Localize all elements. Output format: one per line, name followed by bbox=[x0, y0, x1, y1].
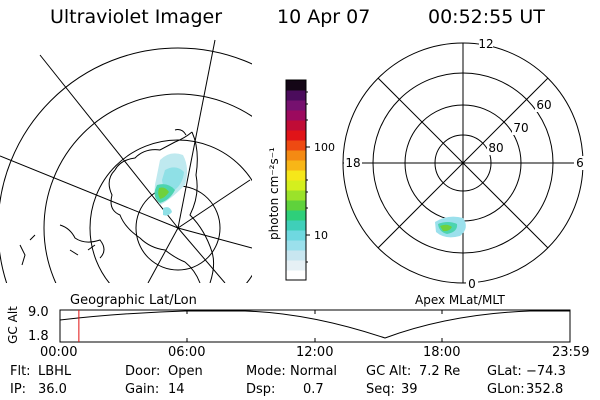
apex-map-label: Apex MLat/MLT bbox=[415, 293, 505, 307]
color-bar bbox=[286, 80, 306, 281]
gc-alt-value: 7.2 Re bbox=[419, 364, 461, 379]
color-bar-segment bbox=[286, 230, 306, 241]
apex-mlt-line bbox=[377, 77, 549, 249]
geo-meridian bbox=[39, 54, 179, 229]
image-date: 10 Apr 07 bbox=[277, 6, 371, 28]
apex-mlt-label-0: 0 bbox=[468, 277, 476, 291]
geo-meridian bbox=[177, 227, 226, 283]
door-value: Open bbox=[168, 364, 203, 379]
glon-value: 352.8 bbox=[526, 382, 564, 397]
color-bar-segment bbox=[286, 240, 306, 251]
geo-meridian bbox=[177, 227, 252, 249]
orbit-x-tick: 06:00 bbox=[168, 345, 206, 360]
geo-aurora-emission bbox=[154, 153, 188, 216]
orbit-x-tick: 00:00 bbox=[40, 345, 78, 360]
glat-value: −74.3 bbox=[526, 364, 566, 379]
glat-label: GLat: bbox=[487, 364, 522, 379]
orbit-y-axis-label: GC Alt bbox=[5, 306, 20, 344]
geo-lat-circle bbox=[43, 93, 252, 283]
color-bar-unit-label: photon cm⁻²s⁻¹ bbox=[267, 147, 281, 240]
geo-lat-circle bbox=[89, 139, 252, 283]
color-bar-ticks bbox=[306, 91, 310, 263]
seq-value: 39 bbox=[401, 382, 418, 397]
color-bar-tick-100: 100 bbox=[314, 141, 335, 154]
seq-label: Seq: bbox=[366, 382, 395, 397]
geo-coastlines bbox=[19, 129, 215, 283]
filter-value: LBHL bbox=[38, 364, 72, 379]
color-bar-segment bbox=[286, 120, 306, 131]
orbit-y-min: 1.8 bbox=[28, 329, 49, 344]
apex-lat-label-70: 70 bbox=[513, 121, 528, 135]
gain-value: 14 bbox=[168, 382, 185, 397]
geo-meridian bbox=[177, 179, 251, 229]
geo-lat-circle bbox=[0, 47, 252, 283]
image-time: 00:52:55 UT bbox=[428, 6, 545, 28]
apex-mlt-label-18: 18 bbox=[345, 156, 360, 170]
color-bar-segment bbox=[286, 250, 306, 261]
geo-meridian bbox=[147, 227, 179, 283]
color-bar-segment bbox=[286, 190, 306, 201]
color-bar-segment bbox=[286, 80, 306, 91]
apex-mlt-label-6: 6 bbox=[576, 156, 584, 170]
color-bar-segment bbox=[286, 140, 306, 151]
gain-label: Gain: bbox=[125, 382, 160, 397]
apex-mlt-label-12: 12 bbox=[478, 37, 493, 51]
color-bar-segment bbox=[286, 170, 306, 181]
app-title: Ultraviolet Imager bbox=[50, 6, 223, 28]
gc-alt-label: GC Alt: bbox=[366, 364, 412, 379]
glon-label: GLon: bbox=[487, 382, 525, 397]
filter-label: Flt: bbox=[10, 364, 31, 379]
apex-lat-label-80: 80 bbox=[488, 141, 503, 155]
color-bar-tick-10: 10 bbox=[314, 229, 328, 242]
mode-label: Mode: bbox=[246, 364, 286, 379]
orbit-x-tick: 23:59 bbox=[552, 345, 590, 360]
apex-lat-label-60: 60 bbox=[536, 98, 551, 112]
color-bar-segment bbox=[286, 160, 306, 171]
color-bar-segment bbox=[286, 210, 306, 221]
geo-meridian bbox=[0, 155, 179, 229]
orbit-y-max: 9.0 bbox=[28, 305, 49, 320]
dsp-value: 0.7 bbox=[303, 382, 324, 397]
orbit-plot-frame bbox=[59, 309, 571, 343]
dsp-label: Dsp: bbox=[246, 382, 276, 397]
color-bar-segment bbox=[286, 200, 306, 211]
apex-map: 12 18 6 0 60 70 80 bbox=[342, 37, 586, 291]
ip-value: 36.0 bbox=[38, 382, 67, 397]
geographic-map bbox=[0, 39, 252, 283]
orbit-plot-ticks bbox=[186, 310, 443, 342]
color-bar-segment bbox=[286, 110, 306, 121]
orbit-x-tick: 12:00 bbox=[296, 345, 334, 360]
color-bar-segment bbox=[286, 220, 306, 231]
mode-value: Normal bbox=[290, 364, 338, 379]
door-label: Door: bbox=[125, 364, 161, 379]
color-bar-segment bbox=[286, 100, 306, 111]
color-bar-segment bbox=[286, 260, 306, 271]
geo-meridian bbox=[177, 39, 216, 229]
orbit-altitude-plot bbox=[59, 309, 571, 343]
geo-map-label: Geographic Lat/Lon bbox=[70, 293, 197, 308]
color-bar-segment bbox=[286, 90, 306, 101]
ip-label: IP: bbox=[10, 382, 27, 397]
orbit-altitude-curve bbox=[59, 310, 570, 339]
orbit-x-tick: 18:00 bbox=[423, 345, 461, 360]
color-bar-segment bbox=[286, 150, 306, 161]
color-bar-segment bbox=[286, 180, 306, 191]
color-bar-segment bbox=[286, 130, 306, 141]
color-bar-segment bbox=[286, 270, 306, 281]
apex-aurora-emission bbox=[435, 216, 466, 238]
